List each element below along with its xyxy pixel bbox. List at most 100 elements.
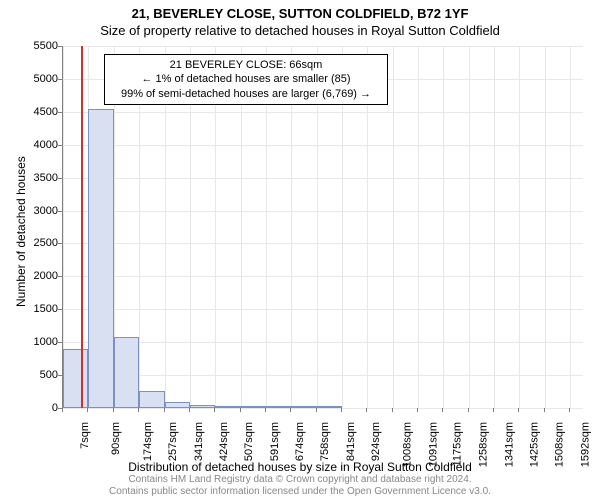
- x-tick-label: 424sqm: [218, 422, 230, 461]
- x-tick-mark: [493, 408, 494, 412]
- x-tick-mark: [417, 408, 418, 412]
- y-tick-mark: [58, 145, 62, 146]
- x-tick-mark: [366, 408, 367, 412]
- y-tick-label: 4500: [18, 106, 58, 118]
- y-tick-mark: [58, 178, 62, 179]
- gridline-h: [63, 178, 583, 179]
- annotation-box: 21 BEVERLEY CLOSE: 66sqm ← 1% of detache…: [104, 54, 388, 105]
- x-tick-label: 1091sqm: [427, 422, 439, 467]
- x-tick-mark: [265, 408, 266, 412]
- chart-footer: Contains HM Land Registry data © Crown c…: [0, 474, 600, 498]
- chart-title: 21, BEVERLEY CLOSE, SUTTON COLDFIELD, B7…: [0, 0, 600, 21]
- gridline-h: [63, 243, 583, 244]
- x-tick-label: 1175sqm: [452, 422, 464, 466]
- y-tick-label: 4000: [18, 139, 58, 151]
- x-tick-label: 257sqm: [167, 422, 179, 461]
- x-tick-mark: [87, 408, 88, 412]
- x-tick-label: 7sqm: [79, 422, 91, 449]
- x-tick-label: 758sqm: [320, 422, 332, 461]
- x-tick-mark: [392, 408, 393, 412]
- chart-subtitle: Size of property relative to detached ho…: [0, 21, 600, 38]
- x-tick-mark: [316, 408, 317, 412]
- histogram-bar: [266, 406, 292, 408]
- gridline-v: [469, 46, 470, 408]
- gridline-v: [393, 46, 394, 408]
- y-tick-mark: [58, 211, 62, 212]
- y-tick-mark: [58, 342, 62, 343]
- x-tick-mark: [138, 408, 139, 412]
- y-tick-mark: [58, 112, 62, 113]
- y-tick-mark: [58, 276, 62, 277]
- histogram-bar: [241, 406, 266, 408]
- histogram-bar: [165, 402, 190, 408]
- x-tick-label: 1008sqm: [402, 422, 414, 467]
- histogram-bar: [215, 406, 241, 408]
- y-tick-mark: [58, 46, 62, 47]
- y-tick-mark: [58, 375, 62, 376]
- x-tick-label: 924sqm: [370, 422, 382, 461]
- histogram-bar: [88, 109, 114, 408]
- y-tick-mark: [58, 309, 62, 310]
- histogram-bar: [317, 406, 342, 408]
- gridline-h: [63, 309, 583, 310]
- x-tick-label: 1508sqm: [554, 422, 566, 467]
- x-tick-mark: [442, 408, 443, 412]
- x-tick-mark: [189, 408, 190, 412]
- x-tick-mark: [240, 408, 241, 412]
- footer-line-1: Contains HM Land Registry data © Crown c…: [0, 474, 600, 486]
- gridline-v: [443, 46, 444, 408]
- y-tick-mark: [58, 79, 62, 80]
- gridline-v: [545, 46, 546, 408]
- histogram-bar: [114, 337, 139, 408]
- histogram-bar: [190, 405, 215, 408]
- y-tick-label: 1000: [18, 336, 58, 348]
- y-tick-label: 5500: [18, 40, 58, 52]
- gridline-v: [570, 46, 571, 408]
- property-marker-line: [81, 46, 83, 408]
- x-tick-label: 341sqm: [193, 422, 205, 461]
- x-tick-label: 507sqm: [243, 422, 255, 461]
- gridline-h: [63, 145, 583, 146]
- x-tick-label: 1341sqm: [503, 422, 515, 467]
- x-tick-label: 1258sqm: [478, 422, 490, 467]
- x-tick-mark: [62, 408, 63, 412]
- y-tick-label: 2500: [18, 237, 58, 249]
- gridline-v: [418, 46, 419, 408]
- gridline-h: [63, 211, 583, 212]
- gridline-v: [494, 46, 495, 408]
- histogram-bar: [139, 391, 165, 408]
- x-tick-mark: [290, 408, 291, 412]
- gridline-v: [519, 46, 520, 408]
- y-tick-label: 0: [18, 402, 58, 414]
- x-tick-label: 174sqm: [142, 422, 154, 461]
- x-tick-mark: [113, 408, 114, 412]
- gridline-h: [63, 112, 583, 113]
- gridline-h: [63, 342, 583, 343]
- x-tick-mark: [468, 408, 469, 412]
- y-tick-label: 2000: [18, 270, 58, 282]
- x-tick-label: 674sqm: [294, 422, 306, 461]
- annotation-line-3: 99% of semi-detached houses are larger (…: [111, 87, 381, 101]
- x-tick-mark: [214, 408, 215, 412]
- gridline-h: [63, 408, 583, 409]
- gridline-h: [63, 46, 583, 47]
- x-tick-label: 841sqm: [345, 422, 357, 461]
- y-tick-label: 3000: [18, 205, 58, 217]
- x-tick-mark: [569, 408, 570, 412]
- gridline-h: [63, 276, 583, 277]
- x-tick-label: 1592sqm: [579, 422, 591, 467]
- y-tick-label: 5000: [18, 73, 58, 85]
- y-tick-label: 500: [18, 369, 58, 381]
- histogram-bar: [291, 406, 316, 408]
- x-tick-mark: [164, 408, 165, 412]
- x-tick-label: 1425sqm: [528, 422, 540, 467]
- x-tick-mark: [518, 408, 519, 412]
- chart-container: 21, BEVERLEY CLOSE, SUTTON COLDFIELD, B7…: [0, 0, 600, 500]
- y-tick-mark: [58, 243, 62, 244]
- x-tick-mark: [341, 408, 342, 412]
- y-tick-label: 1500: [18, 303, 58, 315]
- x-tick-mark: [544, 408, 545, 412]
- x-tick-label: 90sqm: [110, 422, 122, 455]
- annotation-line-1: 21 BEVERLEY CLOSE: 66sqm: [111, 58, 381, 72]
- footer-line-2: Contains public sector information licen…: [0, 486, 600, 498]
